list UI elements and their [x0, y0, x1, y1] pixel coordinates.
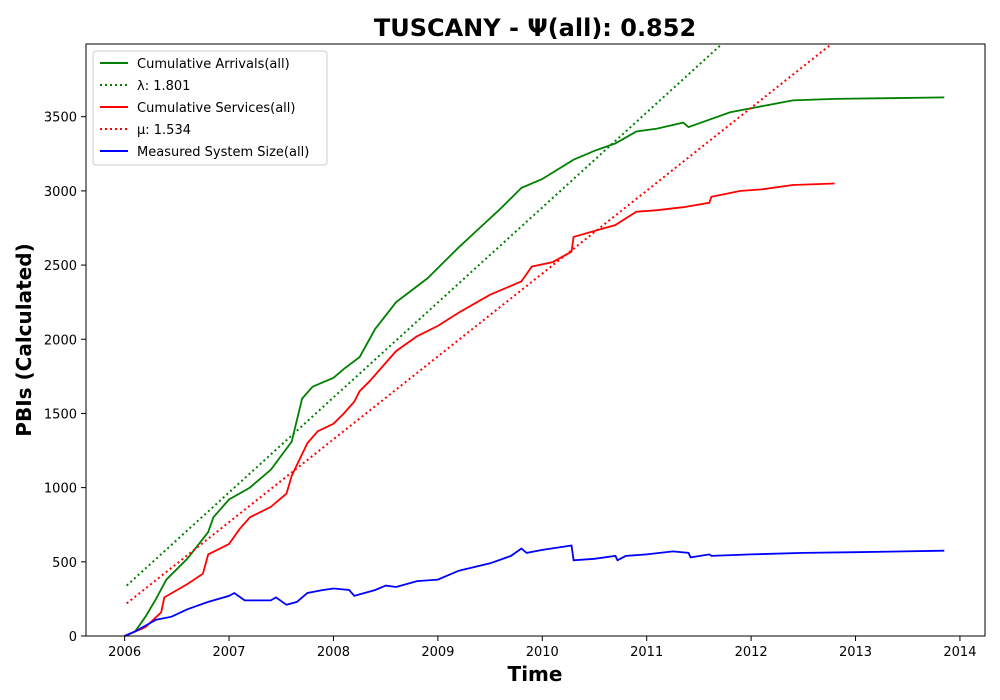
x-tick-label: 2009	[421, 645, 454, 660]
legend-label: Cumulative Services(all)	[137, 101, 295, 116]
x-tick-label: 2007	[212, 645, 245, 660]
y-axis-label: PBIs (Calculated)	[12, 243, 36, 436]
plot-frame	[85, 43, 986, 637]
chart-title: TUSCANY - Ψ(all): 0.852	[374, 14, 696, 42]
y-tick-label: 1000	[44, 482, 77, 497]
x-tick-label: 2011	[630, 645, 663, 660]
legend-label: λ: 1.801	[137, 79, 190, 94]
plot-area	[124, 43, 945, 637]
y-tick-label: 0	[69, 630, 77, 645]
y-tick-label: 3500	[44, 111, 77, 126]
y-tick-label: 2000	[44, 333, 77, 348]
series-line-1	[126, 43, 723, 587]
y-tick-label: 3000	[44, 185, 77, 200]
legend: Cumulative Arrivals(all) λ: 1.801 Cumulati…	[92, 50, 328, 166]
y-tick-label: 500	[52, 556, 77, 571]
series-line-0	[124, 96, 945, 637]
x-tick-label: 2010	[526, 645, 559, 660]
x-axis-label: Time	[508, 662, 563, 686]
y-axis: 0 500 1000 1500 2000 2500 3000 3500	[44, 111, 86, 645]
y-tick-label: 2500	[44, 259, 77, 274]
legend-label: Measured System Size(all)	[137, 145, 309, 160]
x-tick-label: 2006	[108, 645, 141, 660]
x-tick-label: 2008	[317, 645, 350, 660]
x-axis: 2006 2007 2008 2009 2010 2011 2012 2013 2014	[108, 636, 976, 660]
x-tick-label: 2013	[839, 645, 872, 660]
x-tick-label: 2014	[943, 645, 976, 660]
series-line-2	[124, 182, 835, 637]
legend-label: Cumulative Arrivals(all)	[137, 57, 290, 72]
legend-frame	[92, 50, 328, 166]
series-line-4	[124, 544, 945, 637]
legend-label: μ: 1.534	[137, 123, 191, 138]
x-tick-label: 2012	[735, 645, 768, 660]
y-tick-label: 1500	[44, 407, 77, 422]
